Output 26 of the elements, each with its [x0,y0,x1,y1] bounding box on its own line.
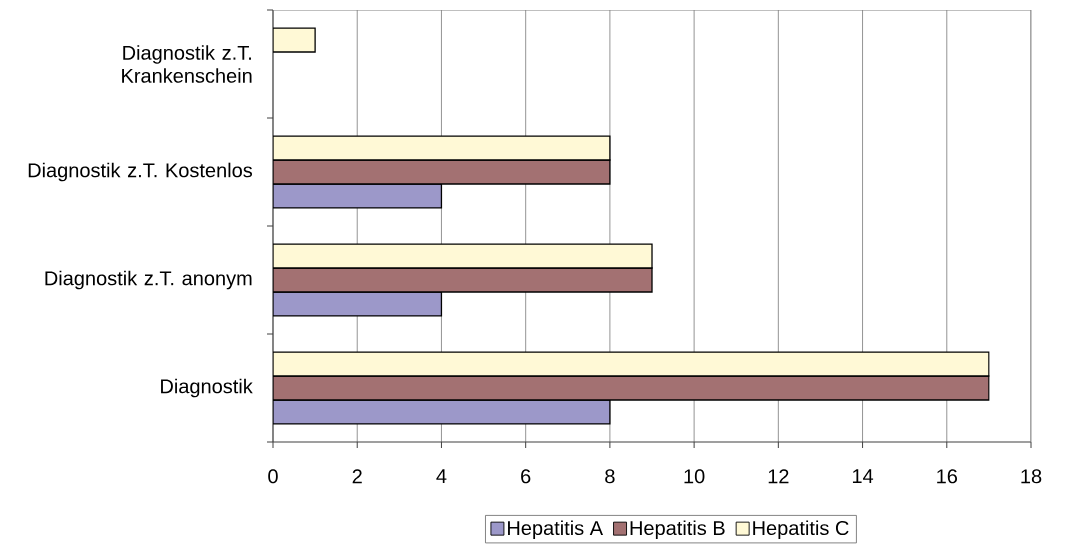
y-tick-label: Diagnostik z.T. Kostenlos [28,162,253,182]
bar [273,183,443,209]
x-tick-label: 0 [268,469,278,484]
x-tick-label: 4 [436,469,447,483]
bar [273,291,443,317]
y-tick-label: Diagnostik [161,378,253,398]
x-tick-label: 18 [1021,469,1042,484]
x-tick-label: 16 [937,469,958,484]
legend-label: Hepatitis A [508,520,604,540]
x-tick-label: 14 [852,469,874,483]
x-tick-label: 10 [684,469,705,484]
bar [273,399,611,425]
x-tick-label: 2 [352,469,362,484]
bar [273,135,611,161]
x-tick-label: 12 [768,469,789,484]
x-tick-label: 8 [605,469,615,484]
legend-label: Hepatitis B [630,520,725,540]
bar [273,159,611,185]
bar [273,243,653,269]
legend-label: Hepatitis C [753,520,849,540]
y-tick-label: Diagnostik z.T. anonym [45,270,252,290]
bar [273,267,653,293]
x-tick-label: 6 [521,469,531,484]
bar [273,375,990,401]
y-tick-label: Diagnostik z.T. Krankenschein [122,45,252,83]
bar [273,351,990,377]
